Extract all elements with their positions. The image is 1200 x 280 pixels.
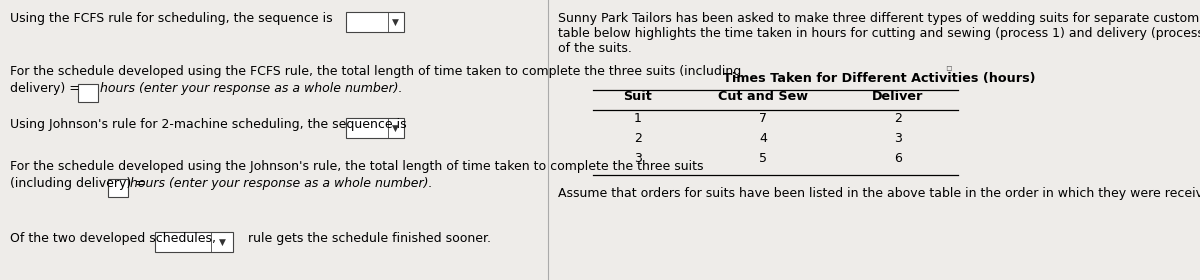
Text: 3: 3 <box>634 152 642 165</box>
Text: Of the two developed schedules,: Of the two developed schedules, <box>10 232 216 245</box>
Text: ▼: ▼ <box>392 123 400 132</box>
Text: Suit: Suit <box>624 90 653 103</box>
Text: Deliver: Deliver <box>872 90 924 103</box>
Text: hours (enter your response as a whole number).: hours (enter your response as a whole nu… <box>130 177 432 190</box>
Text: table below highlights the time taken in hours for cutting and sewing (process 1: table below highlights the time taken in… <box>558 27 1200 40</box>
Text: (including delivery) =: (including delivery) = <box>10 177 146 190</box>
Text: 2: 2 <box>894 112 902 125</box>
Text: Cut and Sew: Cut and Sew <box>718 90 808 103</box>
Text: 3: 3 <box>894 132 902 145</box>
Text: For the schedule developed using the Johnson's rule, the total length of time ta: For the schedule developed using the Joh… <box>10 160 703 173</box>
Text: 4: 4 <box>760 132 767 145</box>
Text: Using Johnson's rule for 2-machine scheduling, the sequence is: Using Johnson's rule for 2-machine sched… <box>10 118 407 131</box>
Text: delivery) =: delivery) = <box>10 82 80 95</box>
Text: of the suits.: of the suits. <box>558 42 632 55</box>
Bar <box>346 12 404 32</box>
Text: 7: 7 <box>760 112 767 125</box>
Text: Assume that orders for suits have been listed in the above table in the order in: Assume that orders for suits have been l… <box>558 187 1200 200</box>
Text: 5: 5 <box>760 152 767 165</box>
Text: ▼: ▼ <box>392 17 400 27</box>
Bar <box>346 118 404 138</box>
Text: rule gets the schedule finished sooner.: rule gets the schedule finished sooner. <box>248 232 491 245</box>
Text: 2: 2 <box>634 132 642 145</box>
Text: For the schedule developed using the FCFS rule, the total length of time taken t: For the schedule developed using the FCF… <box>10 65 742 78</box>
Text: Times Taken for Different Activities (hours): Times Taken for Different Activities (ho… <box>722 72 1036 85</box>
Text: ▼: ▼ <box>218 237 226 246</box>
Text: 1: 1 <box>634 112 642 125</box>
Text: ▫: ▫ <box>944 62 952 72</box>
Bar <box>155 232 233 252</box>
Bar <box>108 179 128 197</box>
Text: Using the FCFS rule for scheduling, the sequence is: Using the FCFS rule for scheduling, the … <box>10 12 332 25</box>
Text: hours (enter your response as a whole number).: hours (enter your response as a whole nu… <box>100 82 402 95</box>
Text: Sunny Park Tailors has been asked to make three different types of wedding suits: Sunny Park Tailors has been asked to mak… <box>558 12 1200 25</box>
Bar <box>78 84 98 102</box>
Text: 6: 6 <box>894 152 902 165</box>
